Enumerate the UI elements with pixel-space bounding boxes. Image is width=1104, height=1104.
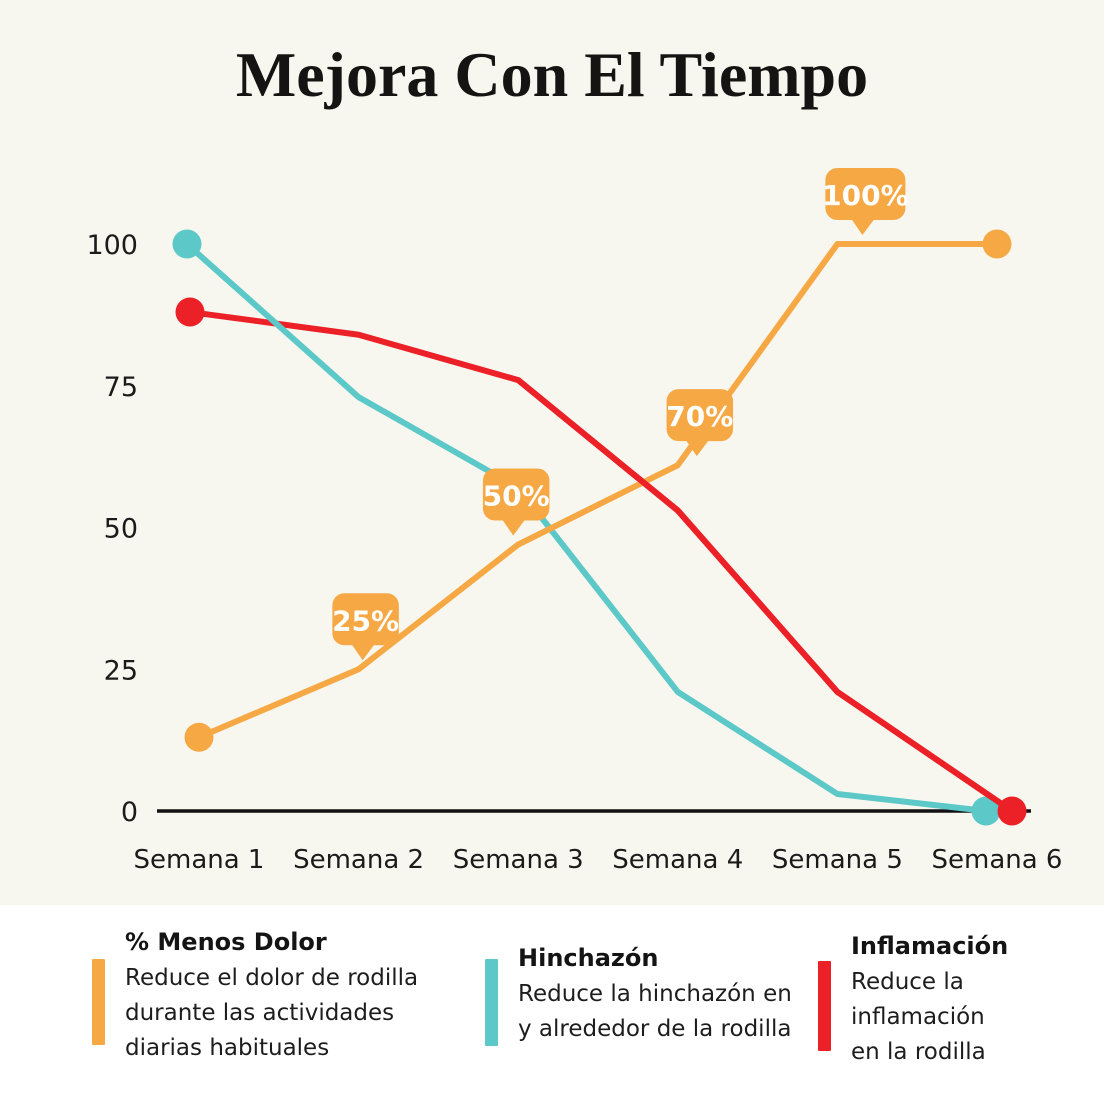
x-tick-label: Semana 5	[772, 845, 903, 875]
x-tick-label: Semana 1	[134, 845, 265, 875]
legend-description-line: y alrededor de la rodilla	[518, 1016, 792, 1042]
legend: % Menos Dolor Reduce el dolor de rodilla…	[0, 905, 1104, 1104]
series-line-menos-dolor	[196, 241, 1000, 741]
annotation-badge-100	[825, 168, 906, 220]
y-tick-label: 75	[104, 372, 138, 403]
legend-item-menos-dolor: % Menos Dolor Reduce el dolor de rodilla…	[92, 928, 418, 1066]
series-point-inflamaci-n	[175, 297, 205, 327]
annotation-badge-50	[482, 468, 550, 521]
y-tick-label: 25	[104, 655, 138, 686]
series-point-hinchaz-n	[971, 796, 1001, 826]
legend-title: % Menos Dolor	[125, 928, 327, 956]
series-line-inflamaci-n-overlay	[515, 377, 1015, 814]
annotation-badge-tail	[502, 519, 526, 536]
y-tick-label: 0	[121, 797, 138, 828]
y-tick-label: 50	[104, 514, 138, 545]
legend-item-inflamacion: Inflamación Reduce la inflamación en la …	[818, 932, 1008, 1070]
annotation-badge-tail	[851, 219, 875, 235]
series-point-menos-dolor	[982, 229, 1012, 259]
legend-description-line: durante las actividades	[125, 1000, 395, 1026]
legend-description-line: Reduce la	[851, 969, 964, 995]
legend-description-line: inflamación	[851, 1004, 985, 1030]
legend-item-hinchazon: Hinchazón Reduce la hinchazón en y alred…	[485, 944, 792, 1047]
annotation-badge-tail	[685, 440, 709, 457]
legend-description-line: Reduce la hinchazón en	[518, 981, 792, 1007]
annotation-label: 100%	[822, 179, 909, 212]
legend-description-line: diarias habituales	[125, 1035, 330, 1061]
annotation-label: 25%	[332, 604, 399, 637]
x-tick-label: Semana 4	[612, 845, 743, 875]
annotation-badge-tail	[351, 644, 375, 661]
annotation-label: 70%	[666, 400, 733, 433]
page-title: Mejora Con El Tiempo	[235, 39, 869, 110]
annotation-badge-70	[666, 389, 734, 442]
legend-color-bar-orange	[92, 959, 105, 1045]
x-tick-label: Semana 2	[293, 845, 424, 875]
series-point-inflamaci-n	[997, 796, 1027, 826]
series-point-hinchaz-n	[172, 229, 202, 259]
annotation-label: 50%	[483, 480, 550, 513]
series-point-menos-dolor	[184, 722, 214, 752]
series-line-inflamaci-n	[187, 309, 1015, 814]
legend-description-line: Reduce el dolor de rodilla	[125, 965, 419, 991]
x-tick-label: Semana 6	[932, 845, 1063, 875]
legend-color-bar-red	[818, 961, 831, 1051]
legend-title: Inflamación	[851, 932, 1009, 960]
legend-color-bar-teal	[485, 959, 498, 1046]
x-tick-label: Semana 3	[453, 845, 584, 875]
legend-description-line: en la rodilla	[851, 1039, 986, 1065]
series-line-hinchaz-n	[184, 241, 989, 814]
legend-title: Hinchazón	[518, 944, 659, 972]
y-tick-label: 100	[86, 230, 138, 261]
annotation-badge-25	[332, 593, 399, 646]
